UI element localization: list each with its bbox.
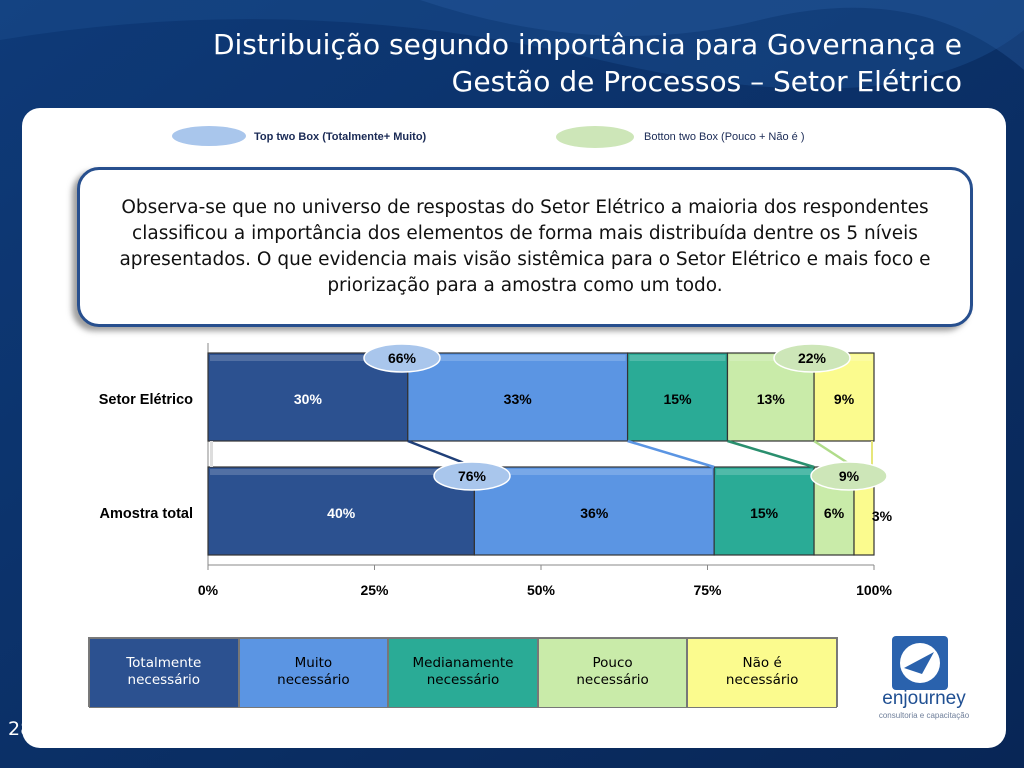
- bar-highlight: [210, 355, 406, 361]
- legend-line-2: necessário: [277, 672, 350, 688]
- bottom-two-box-swatch: [556, 126, 634, 148]
- logo-tagline: consultoria e capacitação: [878, 711, 970, 720]
- bar-value-label: 9%: [834, 391, 855, 407]
- legend-item-4: Pouco necessário: [537, 638, 688, 708]
- x-tick-label: 75%: [693, 582, 722, 598]
- top-two-box-setor-ellipse: [363, 343, 441, 373]
- bar-highlight: [476, 469, 713, 475]
- top-two-box-setor-label: 66%: [388, 350, 417, 366]
- legend-item-2: Muito necessário: [238, 638, 389, 708]
- bar-segment: [407, 352, 629, 442]
- legend-line-2: necessário: [576, 672, 649, 688]
- title-line-2: Gestão de Processos – Setor Elétrico: [451, 65, 962, 98]
- legend-item-label: Totalmente necessário: [126, 655, 201, 689]
- legend-item-label: Não é necessário: [726, 655, 799, 689]
- legend-item-label: Muito necessário: [277, 655, 350, 689]
- legend-line-2: necessário: [426, 672, 500, 688]
- bar-highlight: [210, 469, 473, 475]
- legend-line-2: necessário: [725, 672, 799, 688]
- observation-text: Observa-se que no universo de respostas …: [119, 197, 931, 296]
- top-two-box-swatch: [172, 126, 246, 146]
- bar-highlight: [409, 355, 626, 361]
- bar-segment: [207, 466, 475, 556]
- category-label: Amostra total: [100, 506, 193, 522]
- top-two-box-amostra-ellipse: [433, 461, 511, 491]
- logo-name: enjourney: [882, 688, 966, 709]
- legend-item-label: Pouco necessário: [576, 655, 649, 689]
- series-legend: Totalmente necessário Muito necessário Media…: [88, 637, 838, 708]
- slide-title: Distribuição segundo importância para Go…: [62, 26, 962, 100]
- bar-value-label: 6%: [824, 505, 845, 521]
- bottom-two-box-amostra-label: 9%: [839, 468, 860, 484]
- bar-segment: [626, 352, 729, 442]
- title-line-1: Distribuição segundo importância para Go…: [212, 28, 962, 61]
- legend-item-5: Não é necessário: [687, 638, 837, 708]
- legend-item-1: Totalmente necessário: [89, 638, 239, 708]
- bar-value-label: 15%: [664, 391, 693, 407]
- legend-line-2: necessário: [127, 672, 201, 688]
- bar-segment: [713, 466, 815, 556]
- bottom-two-box-setor-ellipse: [773, 343, 851, 373]
- legend-item-3: Medianamente necessário: [388, 638, 538, 708]
- category-label: Setor Elétrico: [99, 392, 193, 408]
- bar-value-label: 3%: [872, 508, 893, 524]
- x-tick-label: 0%: [198, 582, 219, 598]
- connector-line: [627, 439, 715, 469]
- bottom-two-box-setor-label: 22%: [798, 350, 827, 366]
- bar-value-label: 13%: [757, 391, 786, 407]
- legend-line-1: Pouco: [592, 655, 633, 671]
- top-two-box-label: Top two Box (Totalmente+ Muito): [254, 131, 427, 143]
- observation-callout: Observa-se que no universo de respostas …: [77, 167, 973, 327]
- x-tick-label: 25%: [360, 582, 389, 598]
- connector-gap: [210, 441, 213, 467]
- bar-highlight: [629, 355, 726, 361]
- legend-line-1: Não é: [742, 655, 782, 671]
- bottom-two-box-amostra-ellipse: [810, 461, 888, 491]
- legend-line-1: Medianamente: [412, 655, 514, 671]
- bar-value-label: 40%: [327, 505, 356, 521]
- top-two-box-amostra-label: 76%: [458, 468, 487, 484]
- legend-item-label: Medianamente necessário: [412, 655, 513, 689]
- connector-line: [727, 439, 815, 469]
- bar-value-label: 15%: [750, 505, 779, 521]
- bottom-two-box-label: Botton two Box (Pouco + Não é ): [644, 131, 805, 143]
- legend-line-1: Muito: [294, 655, 333, 671]
- legend-line-1: Totalmente: [126, 655, 202, 671]
- page-number: 28: [8, 718, 33, 740]
- bar-segment: [473, 466, 715, 556]
- x-tick-label: 50%: [527, 582, 556, 598]
- bar-highlight: [729, 355, 813, 361]
- bar-highlight: [716, 469, 813, 475]
- enjourney-logo-icon: [892, 636, 948, 690]
- bar-value-label: 33%: [504, 391, 533, 407]
- bar-value-label: 36%: [580, 505, 609, 521]
- x-tick-label: 100%: [856, 582, 892, 598]
- bar-value-label: 30%: [294, 391, 323, 407]
